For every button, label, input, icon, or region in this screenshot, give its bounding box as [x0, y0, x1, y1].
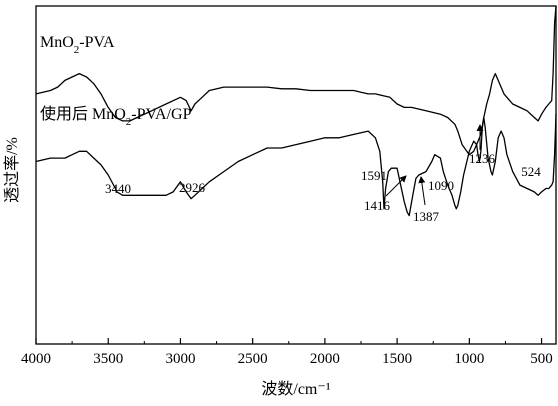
x-tick-label: 500 — [530, 351, 553, 367]
x-tick-label: 1500 — [382, 351, 412, 367]
spectra — [35, 5, 557, 217]
series-label-part: MnO — [40, 34, 74, 51]
x-tick-label: 3000 — [165, 351, 195, 367]
x-axis-ticks: 4000 3500 3000 2500 2000 1500 1000 500 — [21, 338, 553, 367]
series-label-part: 使用后 MnO — [40, 105, 126, 123]
peak-arrow-1416 — [385, 175, 407, 197]
peak-label-2926: 2926 — [179, 180, 206, 195]
plot-frame — [35, 5, 557, 345]
peak-label-1090: 1090 — [428, 178, 454, 193]
series-label-part: -PVA — [79, 34, 115, 51]
series-line-mno2-pva — [35, 5, 557, 156]
peak-labels: 3440 2926 1591 1416 1387 1090 1236 524 — [105, 124, 541, 224]
x-tick-label: 3500 — [93, 351, 123, 367]
x-tick-label: 1000 — [454, 351, 484, 367]
series-label-part: 2 — [126, 116, 132, 128]
peak-label-3440: 3440 — [105, 181, 131, 196]
series-label-part: -PVA/GP — [131, 106, 191, 123]
x-axis-title: 波数/cm⁻¹ — [261, 380, 330, 398]
series-label: 使用后 MnO2-PVA/GP — [40, 105, 192, 128]
y-axis-title: 透过率/% — [3, 137, 21, 203]
peak-label-1387: 1387 — [413, 209, 440, 224]
series-label-part: 2 — [74, 44, 80, 56]
peak-arrow-1387 — [418, 176, 426, 206]
peak-label-1236: 1236 — [469, 151, 496, 166]
x-tick-label: 2500 — [238, 351, 268, 367]
peak-label-1591: 1591 — [361, 168, 387, 183]
x-tick-label: 4000 — [21, 351, 51, 367]
series-line-used-mno2-pva-gp — [35, 114, 557, 217]
x-tick-label: 2000 — [310, 351, 340, 367]
peak-label-524: 524 — [521, 164, 541, 179]
series-label: MnO2-PVA — [40, 34, 115, 56]
peak-label-1416: 1416 — [364, 198, 391, 213]
